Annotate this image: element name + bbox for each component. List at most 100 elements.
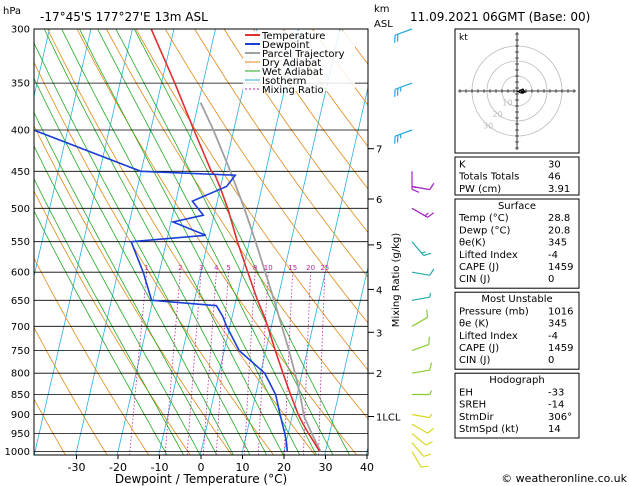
wind-barb: [394, 82, 413, 97]
mixing-ratio-line: [257, 272, 269, 455]
wet-adiabat-line: [133, 29, 350, 455]
table-mu-box: [454, 291, 580, 370]
pressure-tick-label: 300: [11, 25, 30, 36]
temperature-tick-label: 20: [277, 461, 291, 474]
wind-barb: [411, 362, 433, 374]
dry-adiabat-line: [34, 190, 191, 455]
dry-adiabat-line: [164, 29, 368, 324]
temperature-axis: -30 -20 -10 0 10 20 30 40: [68, 455, 374, 474]
table-row-value: 14: [548, 424, 561, 435]
table-row-label: Totals Totals: [458, 172, 519, 183]
wind-barb-staff: [411, 369, 430, 374]
km-tick-label: 5: [376, 241, 382, 252]
wind-barb: [411, 423, 435, 434]
table-row-label: CIN (J): [459, 355, 490, 366]
mixing-ratio-label: 25: [320, 264, 329, 272]
wet-adiabat-line: [115, 29, 334, 455]
mixing-ratio-label: 10: [264, 264, 273, 272]
table-row-label: CAPE (J): [459, 262, 499, 273]
table-section-title: Most Unstable: [481, 294, 552, 305]
temperature-tick-label: 30: [319, 461, 333, 474]
wind-barb-flag: [394, 136, 396, 144]
wind-barb-flag: [429, 362, 433, 371]
temperature-tick-label: -30: [68, 461, 86, 474]
table-section-title: Hodograph: [489, 375, 544, 386]
table-row-label: θe (K): [459, 319, 489, 330]
legend-parcel: Parcel Trajectory: [262, 49, 345, 60]
wind-barb-staff: [411, 271, 430, 276]
mixing-ratio-label: 20: [306, 264, 315, 272]
wind-barb: [411, 336, 430, 352]
wind-barb-staff: [394, 129, 413, 137]
table-row-value: 1016: [548, 306, 573, 317]
hodograph-trace: [516, 88, 526, 94]
table-row-value: 1459: [548, 262, 573, 273]
table-row-label: PW (cm): [459, 184, 501, 195]
wind-barb-flag: [396, 88, 399, 96]
table-row-value: 306°: [548, 412, 572, 423]
table-row-label: StmSpd (kt): [459, 424, 519, 435]
km-axis: 7 6 5 4 3 2 1LCL: [368, 145, 401, 424]
hodograph-ring-label: 30: [483, 122, 493, 131]
wind-barb-half-flag: [429, 413, 433, 418]
table-row-value: 345: [548, 319, 567, 330]
table-row-value: 0: [548, 274, 554, 285]
indices-tables: K 30 Totals Totals 46 PW (cm) 3.91 SurfaceTemp…: [454, 156, 580, 439]
wind-barb-flag: [394, 89, 396, 97]
hodograph-trace: [516, 88, 526, 94]
wind-barbs: [394, 28, 435, 468]
mixing-ratio-axis-label: Mixing Ratio (g/kg): [391, 233, 402, 328]
legend: Temperature Dewpoint Parcel Trajectory D…: [243, 31, 355, 96]
wind-barb-staff: [411, 442, 425, 457]
wind-barb: [411, 451, 429, 468]
wind-barb: [411, 241, 432, 257]
wind-barb: [412, 390, 433, 396]
datetime-title: 11.09.2021 06GMT (Base: 00): [410, 10, 590, 24]
wind-barb-staff: [411, 413, 430, 419]
indices-box: [454, 156, 580, 196]
pressure-tick-label: 850: [11, 390, 30, 401]
table-row-value: 345: [548, 238, 567, 249]
table-row-label: CAPE (J): [459, 343, 499, 354]
table-row-label: Dewp (°C): [459, 225, 510, 236]
wind-barb: [411, 292, 432, 301]
pressure-tick-label: 600: [11, 268, 30, 279]
wind-barb-flag: [427, 428, 435, 434]
wet-adiabat-line: [34, 77, 234, 455]
legend-dewpoint: Dewpoint: [262, 40, 310, 51]
wind-barb-flag: [428, 336, 430, 345]
wind-barb: [411, 413, 433, 419]
wind-barb-flag: [429, 182, 435, 190]
dry-adiabat-line: [76, 29, 358, 455]
dry-adiabat-line: [34, 257, 150, 455]
wind-barb-staff: [411, 433, 427, 446]
dry-adiabat-line: [282, 29, 368, 148]
temperature-tick-label: -20: [109, 461, 127, 474]
dry-adiabat-line: [34, 398, 66, 455]
table-row-value: 30: [548, 160, 561, 171]
skewt-plot: 1 2 3 4 5 8 10 15 20 25 3003504004505005506006507…: [0, 25, 402, 486]
table-surface-box: [454, 198, 580, 289]
km-tick-label: 1LCL: [376, 413, 401, 424]
pressure-tick-label: 650: [11, 296, 30, 307]
mixing-ratio-label: 8: [253, 264, 257, 272]
wet-adiabat-line: [34, 42, 251, 455]
pressure-tick-label: 700: [11, 322, 30, 333]
dry-adiabat-line: [135, 29, 368, 371]
isotherm-line: [0, 29, 8, 455]
pressure-tick-label: 950: [11, 429, 30, 440]
table-row-label: θe(K): [459, 238, 486, 249]
wind-barb: [411, 433, 433, 446]
temperature-tick-label: 40: [360, 461, 374, 474]
mixing-ratio-line: [303, 272, 311, 455]
mixing-ratio-label: 2: [178, 264, 182, 272]
pressure-tick-label: 400: [11, 126, 30, 137]
table-row-label: Temp (°C): [458, 213, 509, 224]
hpa-label: hPa: [3, 6, 21, 17]
legend-mixing-ratio: Mixing Ratio: [262, 85, 324, 96]
mixing-ratio-line: [318, 272, 326, 455]
pressure-tick-label: 800: [11, 369, 30, 380]
pressure-tick-label: 550: [11, 237, 30, 248]
wind-barb: [411, 182, 435, 191]
